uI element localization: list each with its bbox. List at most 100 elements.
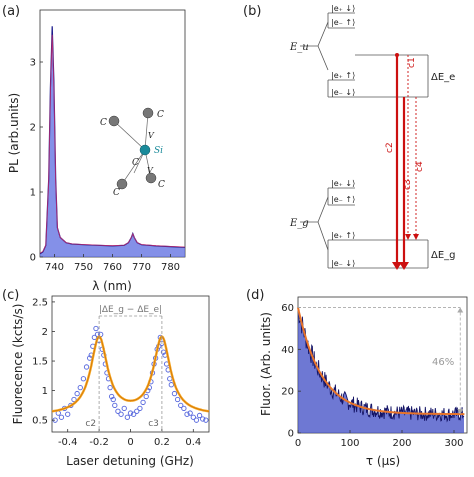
- carbon-atom-4: [145, 172, 157, 184]
- contrast-arrow-head-top: [457, 307, 464, 313]
- panel-a-ytick-label-0: 0: [30, 253, 36, 264]
- panel-c-point: [124, 414, 131, 420]
- decay-trace-area: [298, 307, 464, 433]
- panel-b: [300, 12, 429, 269]
- transition-c4-head: [413, 234, 419, 240]
- panel-c-point: [200, 416, 206, 422]
- pl-spectrum-red-line: [39, 34, 186, 254]
- transition-label-c2: c2: [385, 142, 395, 153]
- panel-d-annotations: 46%: [298, 307, 464, 415]
- panel-d: 0 100 200 300 0 20 40 60 46% τ (μs) Fluor. (Arb…: [259, 296, 468, 468]
- transition-label-c4: c4: [415, 161, 425, 172]
- level-label-eu: E_u: [289, 42, 309, 53]
- panel-c-point: [190, 414, 196, 420]
- panel-c-ylabel: Fluorecence (kcts/s): [11, 304, 25, 425]
- inset-label-c3: C: [113, 188, 120, 198]
- panel-a-xtick-label-3: 770: [132, 262, 151, 273]
- panel-c-xtick-label-4: 0.4: [185, 437, 201, 448]
- inset-label-v2: V: [147, 166, 154, 175]
- panel-c-ytick-label-4: 2.5: [32, 297, 48, 308]
- peak-c3-label: c3: [148, 419, 159, 429]
- panel-a-xlabel: λ (nm): [92, 279, 132, 293]
- transition-origin: [395, 53, 399, 57]
- panel-c-ytick-label-3: 2: [42, 327, 48, 338]
- panel-a-ytick-label-3: 3: [30, 58, 36, 69]
- panel-c-point: [65, 411, 71, 417]
- panel-c-point: [174, 396, 181, 403]
- carbon-atom-2: [142, 107, 154, 119]
- panel-a-xtick-label-2: 760: [103, 262, 122, 273]
- delta-e-ground: ΔE_g: [431, 250, 456, 261]
- state-upper-3: |e₊ ↑⟩: [331, 71, 355, 80]
- panel-c-point: [187, 410, 193, 416]
- panel-c-point: [193, 417, 200, 423]
- panel-c-xtick-label-1: -0.2: [89, 437, 109, 448]
- inset-label-si: Si: [154, 146, 163, 156]
- panel-c-point: [127, 410, 134, 416]
- panel-c-point: [143, 393, 149, 400]
- panel-label-b: (b): [243, 4, 261, 19]
- panel-c-point: [167, 376, 173, 382]
- lorentzian-fit: [51, 335, 210, 413]
- peak-c2-label: c2: [85, 419, 96, 429]
- panel-c-annotations: |ΔE_g − ΔE_e| c2 c3: [85, 305, 163, 432]
- splitting-bracket-label: |ΔE_g − ΔE_e|: [99, 305, 162, 315]
- contrast-arrow-head-bottom: [457, 409, 464, 415]
- lorentzian-fit-inner: [51, 336, 210, 412]
- state-lower-3: |e₊ ↑⟩: [331, 231, 355, 240]
- transition-c1-head: [405, 234, 411, 240]
- panel-c-xtick-label-3: 0.2: [154, 437, 170, 448]
- panel-c-point: [203, 417, 209, 423]
- panel-label-d: (d): [246, 288, 264, 303]
- panel-d-ytick-label-1: 20: [281, 387, 294, 398]
- inset-label-v1: V: [148, 131, 155, 140]
- state-lower-1: |e₊ ↓⟩: [331, 179, 355, 188]
- panel-label-a: (a): [2, 4, 20, 19]
- panel-d-xtick-label-1: 100: [340, 438, 359, 449]
- panel-c-point: [83, 364, 90, 370]
- inset-label-c4: C: [158, 180, 165, 190]
- panel-c-point: [110, 396, 116, 403]
- transition-c3-head: [399, 262, 409, 270]
- panel-c-point: [130, 411, 137, 417]
- panel-c-point: [121, 405, 127, 411]
- panel-c-point: [58, 414, 65, 420]
- panel-a-xtick-label-1: 750: [74, 262, 93, 273]
- panel-c-point: [171, 390, 178, 397]
- panel-d-ytick-label-2: 40: [281, 345, 294, 356]
- inset-label-c2: C: [157, 110, 164, 120]
- panel-c-point: [93, 325, 99, 332]
- transition-label-c3: c3: [403, 179, 413, 190]
- panel-c-point: [178, 402, 184, 409]
- panel-c-ytick-label-2: 1.5: [32, 357, 48, 368]
- panel-c-point: [134, 408, 140, 414]
- carbon-atom-3: [116, 178, 128, 190]
- panel-c-points: [52, 325, 209, 423]
- panel-c-point: [118, 411, 124, 417]
- panel-c-point: [115, 408, 121, 414]
- panel-d-ytick-label-0: 0: [288, 429, 294, 440]
- panel-c: -0.4 -0.2 0 0.2 0.4 0.5 1 1.5 2 2.5 |ΔE_g − ΔE_e|…: [11, 295, 210, 468]
- state-lower-2: |e₋ ↑⟩: [331, 195, 355, 204]
- panel-label-c: (c): [2, 288, 19, 303]
- panel-c-point: [112, 402, 118, 409]
- pl-spectrum-area: [40, 26, 185, 257]
- panel-c-point: [109, 393, 115, 400]
- panel-c-point: [168, 382, 174, 388]
- level-label-eg: E_g: [289, 218, 309, 229]
- silicon-atom: [139, 144, 151, 156]
- panel-c-point: [140, 399, 146, 406]
- inset-label-c1: C: [100, 118, 107, 128]
- panel-c-point: [77, 385, 83, 391]
- delta-e-excited: ΔE_e: [431, 72, 455, 83]
- panel-c-xtick-label-0: -0.4: [58, 437, 78, 448]
- panel-c-ytick-label-1: 1: [42, 386, 48, 397]
- panel-d-xtick-label-0: 0: [295, 438, 301, 449]
- panel-c-ytick-label-0: 0.5: [32, 416, 48, 427]
- transition-arrows: [392, 53, 419, 270]
- panel-c-point: [160, 349, 167, 355]
- panel-d-xlabel: τ (μs): [366, 454, 400, 468]
- panel-c-xlabel: Laser detuning (GHz): [66, 454, 194, 468]
- exponential-fit: [297, 307, 465, 416]
